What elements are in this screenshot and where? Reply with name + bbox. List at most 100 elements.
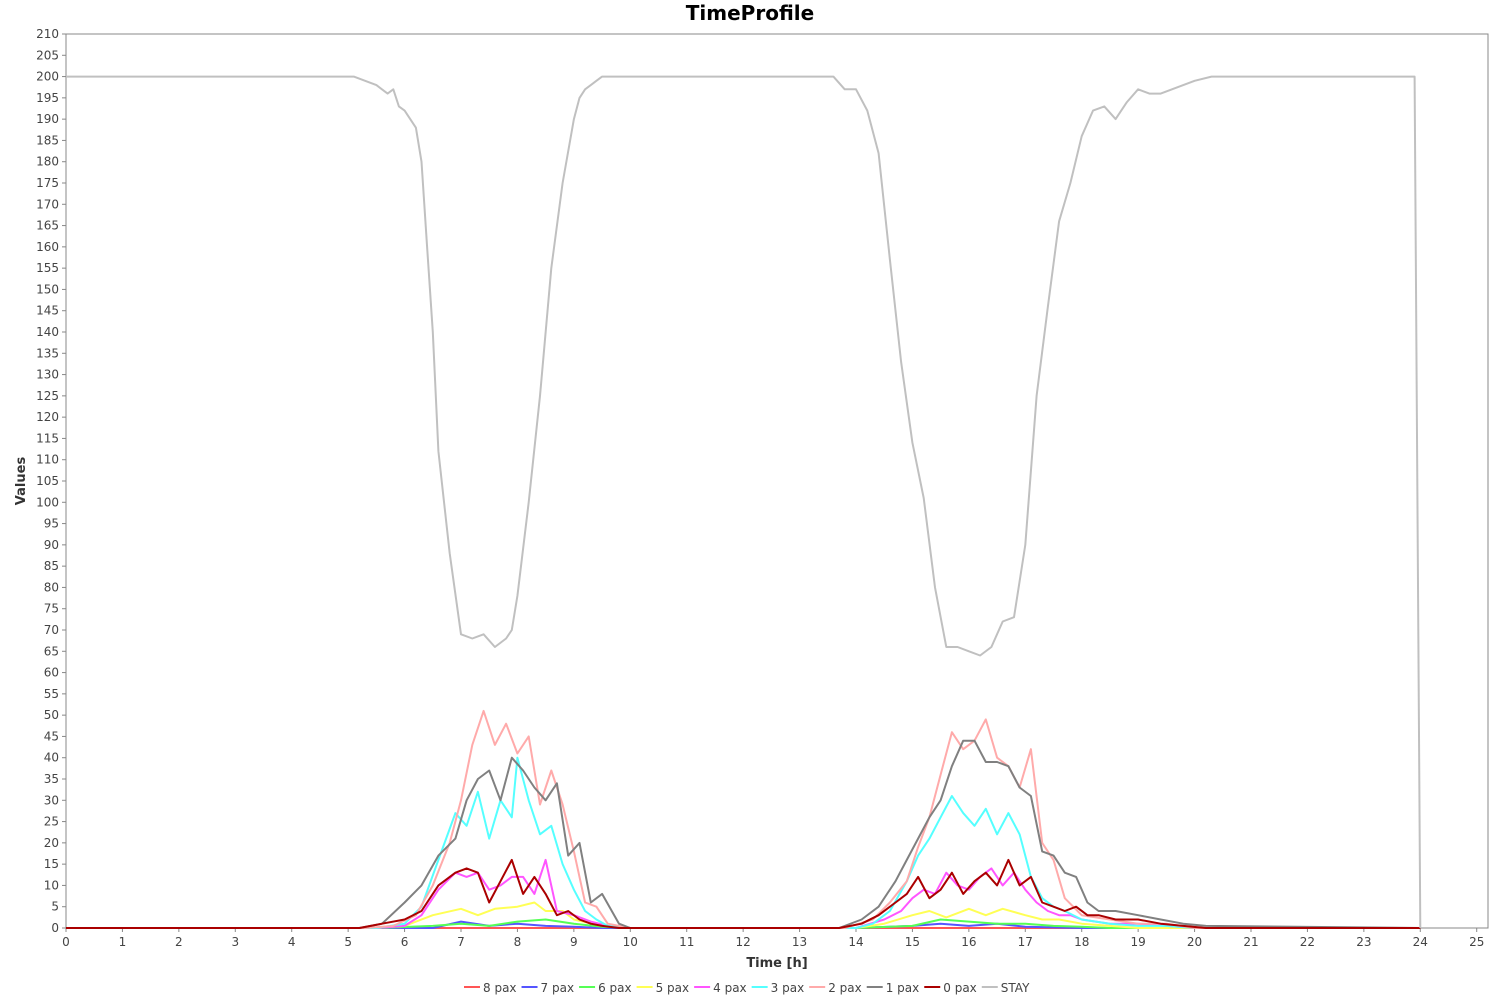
y-tick-label: 90 xyxy=(44,538,59,552)
legend-item: 3 pax xyxy=(751,981,805,995)
y-tick-label: 210 xyxy=(36,27,59,41)
x-tick-label: 20 xyxy=(1187,935,1202,949)
y-tick-label: 105 xyxy=(36,474,59,488)
legend: 8 pax 7 pax 6 pax 5 pax 4 pax 3 pax 2 pax 1 pax… xyxy=(464,981,1030,995)
y-tick-label: 60 xyxy=(44,666,59,680)
y-tick-label: 170 xyxy=(36,197,59,211)
y-tick-label: 55 xyxy=(44,687,59,701)
x-tick-label: 1 xyxy=(119,935,127,949)
y-tick-label: 155 xyxy=(36,261,59,275)
y-tick-label: 95 xyxy=(44,517,59,531)
series-lines xyxy=(66,75,1422,929)
y-axis-label: Values xyxy=(14,457,29,506)
x-tick-label: 14 xyxy=(848,935,863,949)
x-tick-label: 25 xyxy=(1469,935,1484,949)
y-tick-label: 100 xyxy=(36,495,59,509)
x-tick-label: 6 xyxy=(401,935,409,949)
legend-label: 5 pax xyxy=(656,981,690,995)
y-tick-label: 40 xyxy=(44,751,59,765)
y-tick-label: 180 xyxy=(36,155,59,169)
y-tick-label: 135 xyxy=(36,346,59,360)
y-tick-label: 130 xyxy=(36,368,59,382)
legend-item: 8 pax xyxy=(464,981,517,995)
x-tick-label: 17 xyxy=(1018,935,1033,949)
y-tick-label: 25 xyxy=(44,815,59,829)
y-tick-label: 85 xyxy=(44,559,59,573)
y-tick-label: 10 xyxy=(44,878,59,892)
legend-label: 4 pax xyxy=(713,981,747,995)
x-tick-label: 21 xyxy=(1243,935,1258,949)
x-tick-label: 24 xyxy=(1413,935,1428,949)
legend-label: 2 pax xyxy=(828,981,862,995)
x-tick-label: 3 xyxy=(231,935,239,949)
x-tick-label: 10 xyxy=(623,935,638,949)
x-tick-label: 5 xyxy=(344,935,352,949)
y-tick-label: 190 xyxy=(36,112,59,126)
series-line-1-pax xyxy=(66,739,1421,929)
x-tick-label: 12 xyxy=(736,935,751,949)
y-tick-label: 200 xyxy=(36,70,59,84)
x-tick-label: 16 xyxy=(961,935,976,949)
y-tick-label: 140 xyxy=(36,325,59,339)
legend-label: STAY xyxy=(1001,981,1030,995)
y-tick-label: 195 xyxy=(36,91,59,105)
legend-item: 0 pax xyxy=(924,981,977,995)
legend-label: 6 pax xyxy=(598,981,632,995)
x-tick-label: 18 xyxy=(1074,935,1089,949)
x-tick-label: 7 xyxy=(457,935,465,949)
y-tick-label: 150 xyxy=(36,282,59,296)
y-tick-label: 160 xyxy=(36,240,59,254)
y-tick-label: 185 xyxy=(36,133,59,147)
y-tick-label: 175 xyxy=(36,176,59,190)
legend-item: 4 pax xyxy=(694,981,747,995)
y-tick-label: 205 xyxy=(36,48,59,62)
y-tick-label: 30 xyxy=(44,793,59,807)
y-tick-label: 110 xyxy=(36,453,59,467)
x-tick-label: 0 xyxy=(62,935,70,949)
legend-item: 1 pax xyxy=(866,981,919,995)
y-tick-label: 5 xyxy=(51,900,59,914)
x-tick-label: 13 xyxy=(792,935,807,949)
y-tick-label: 45 xyxy=(44,729,59,743)
series-line-3-pax xyxy=(66,756,1421,929)
y-tick-label: 165 xyxy=(36,219,59,233)
legend-label: 3 pax xyxy=(771,981,805,995)
y-tick-label: 65 xyxy=(44,644,59,658)
y-tick-label: 70 xyxy=(44,623,59,637)
x-tick-label: 11 xyxy=(679,935,694,949)
y-tick-label: 125 xyxy=(36,389,59,403)
y-axis: 0 5 10 15 20 25 30 35 40 45 50 55 60 65 70 75 80 85 90 95 10… xyxy=(36,27,66,935)
legend-label: 8 pax xyxy=(483,981,517,995)
chart-title: TimeProfile xyxy=(686,1,814,25)
y-tick-label: 75 xyxy=(44,602,59,616)
x-tick-label: 9 xyxy=(570,935,578,949)
x-axis: 0 1 2 3 4 5 6 7 8 9 10 11 12 13 14 15 16 17 18 19 20 21 22 23 24… xyxy=(62,928,1484,949)
x-tick-label: 22 xyxy=(1300,935,1315,949)
y-tick-label: 20 xyxy=(44,836,59,850)
legend-item: 5 pax xyxy=(636,981,690,995)
y-tick-label: 35 xyxy=(44,772,59,786)
y-tick-label: 50 xyxy=(44,708,59,722)
x-tick-label: 23 xyxy=(1356,935,1371,949)
y-tick-label: 120 xyxy=(36,410,59,424)
legend-item: STAY xyxy=(981,981,1030,995)
plot-area xyxy=(65,33,1489,929)
legend-item: 6 pax xyxy=(579,981,632,995)
x-tick-label: 15 xyxy=(905,935,920,949)
legend-label: 7 pax xyxy=(541,981,575,995)
y-tick-label: 80 xyxy=(44,580,59,594)
y-tick-label: 145 xyxy=(36,304,59,318)
legend-label: 0 pax xyxy=(943,981,977,995)
x-tick-label: 2 xyxy=(175,935,183,949)
series-line-stay xyxy=(66,75,1422,929)
x-tick-label: 4 xyxy=(288,935,296,949)
y-tick-label: 15 xyxy=(44,857,59,871)
y-tick-label: 115 xyxy=(36,431,59,445)
legend-item: 7 pax xyxy=(521,981,575,995)
y-tick-label: 0 xyxy=(51,921,59,935)
legend-item: 2 pax xyxy=(809,981,862,995)
series-line-0-pax xyxy=(66,858,1421,929)
x-axis-label: Time [h] xyxy=(746,956,807,971)
x-tick-label: 19 xyxy=(1131,935,1146,949)
